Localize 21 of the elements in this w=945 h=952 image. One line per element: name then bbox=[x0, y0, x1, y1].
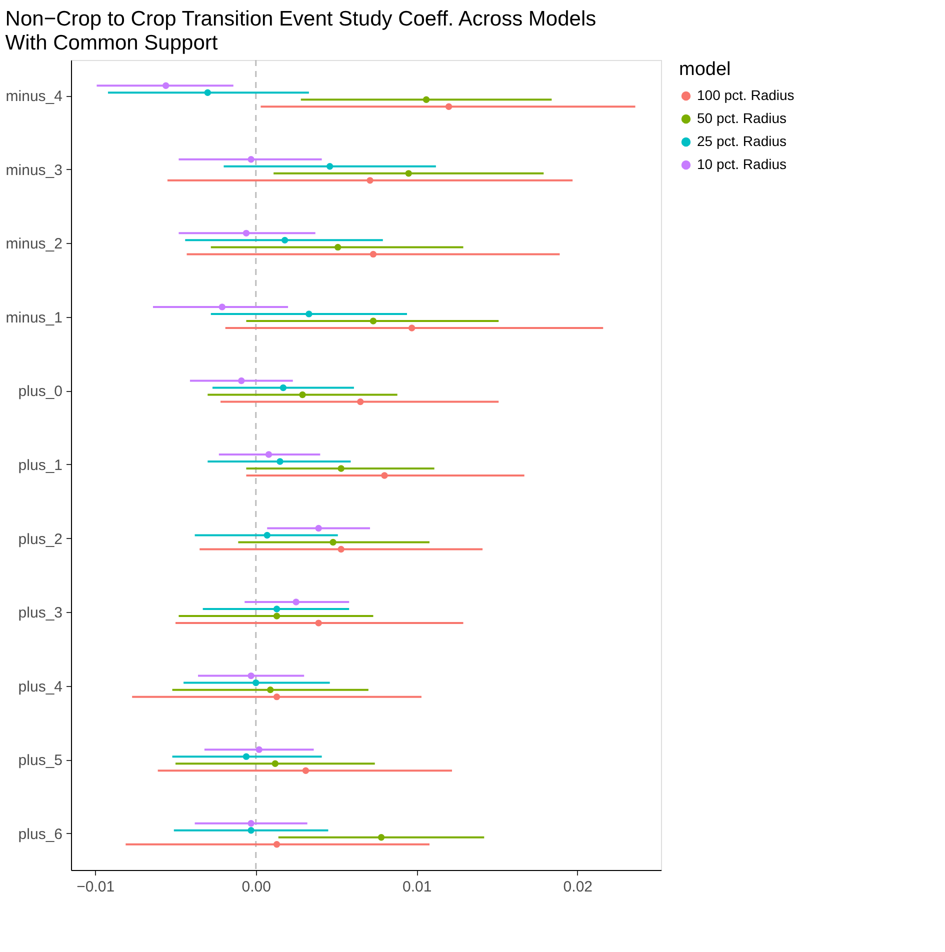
y-tick-label: plus_2 bbox=[18, 530, 62, 548]
legend-label: 10 pct. Radius bbox=[697, 156, 786, 172]
y-tick-label: minus_1 bbox=[6, 309, 62, 326]
x-tick-label: 0.02 bbox=[563, 878, 593, 896]
x-tick-label: −0.01 bbox=[76, 878, 115, 896]
legend-label: 50 pct. Radius bbox=[697, 110, 786, 126]
y-tick-label: minus_4 bbox=[6, 88, 62, 106]
chart-title: Non−Crop to Crop Transition Event Study Coeff. Across Models With Common Support bbox=[5, 7, 596, 54]
y-tick-label: minus_2 bbox=[6, 236, 62, 253]
x-tick-label: 0.01 bbox=[402, 878, 432, 896]
y-tick-label: plus_6 bbox=[18, 826, 62, 843]
x-tick-label: 0.00 bbox=[242, 878, 271, 896]
y-tick-label: plus_3 bbox=[18, 604, 62, 622]
y-tick-label: plus_5 bbox=[18, 752, 62, 770]
legend-title: model bbox=[679, 59, 731, 80]
y-tick-label: plus_0 bbox=[18, 383, 62, 400]
legend-label: 25 pct. Radius bbox=[697, 133, 786, 149]
y-tick-label: minus_3 bbox=[6, 162, 62, 179]
legend-label: 100 pct. Radius bbox=[697, 87, 794, 103]
y-tick-label: plus_1 bbox=[18, 457, 62, 474]
y-tick-label: plus_4 bbox=[18, 678, 62, 696]
